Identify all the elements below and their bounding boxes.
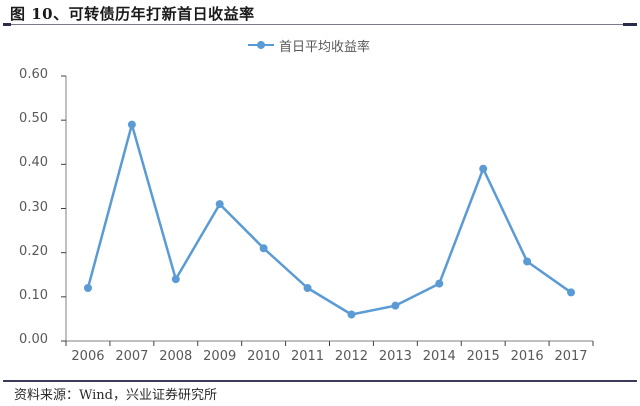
- data-point-marker: [259, 244, 268, 253]
- source-note: 资料来源：Wind，兴业证券研究所: [14, 388, 217, 403]
- x-tick-label: 2016: [510, 349, 544, 364]
- data-point-marker: [567, 288, 576, 297]
- title-divider-cap-left: [3, 23, 11, 26]
- x-tick-label: 2006: [71, 349, 105, 364]
- figure-title: 图 10、可转债历年打新首日收益率: [10, 5, 255, 23]
- data-point-marker: [303, 284, 312, 292]
- x-tick-label: 2012: [334, 349, 368, 364]
- data-point-marker: [479, 164, 488, 173]
- chart-legend: 首日平均收益率: [248, 36, 371, 55]
- data-point-marker: [215, 200, 224, 209]
- footer-divider: [3, 380, 637, 382]
- y-tick-label: 0.00: [19, 332, 48, 347]
- data-point-marker: [435, 279, 444, 288]
- y-tick-label: 0.60: [19, 67, 48, 82]
- y-tick-label: 0.30: [19, 199, 48, 215]
- data-point-marker: [127, 120, 136, 129]
- title-divider-cap-right: [623, 23, 637, 26]
- x-tick-label: 2013: [378, 349, 412, 364]
- legend-line-marker-icon: [248, 39, 274, 51]
- figure-title-bar: 图 10、可转债历年打新首日收益率: [0, 0, 640, 26]
- title-divider: [3, 24, 637, 25]
- data-point-marker: [171, 275, 180, 284]
- chart-plot-area: [61, 75, 594, 346]
- y-tick-label: 0.10: [19, 287, 48, 303]
- y-tick-label: 0.40: [19, 155, 48, 171]
- data-point-marker: [523, 257, 532, 266]
- x-tick-label: 2009: [203, 349, 237, 364]
- legend-label: 首日平均收益率: [279, 39, 371, 55]
- x-tick-label: 2007: [115, 349, 149, 364]
- x-tick-label: 2008: [159, 349, 193, 364]
- data-point-marker: [391, 301, 400, 310]
- y-tick-label: 0.20: [19, 243, 48, 259]
- data-point-marker: [83, 284, 92, 292]
- x-tick-label: 2017: [554, 349, 588, 364]
- data-point-marker: [347, 310, 356, 319]
- y-tick-label: 0.50: [19, 111, 48, 127]
- x-tick-label: 2010: [247, 349, 281, 364]
- line-chart: 首日平均收益率 0.00 0.10 0.20 0.30 0.40 0.50 0.60 200…: [0, 26, 640, 370]
- x-tick-label: 2014: [422, 349, 456, 364]
- x-tick-label: 2015: [466, 349, 500, 364]
- x-tick-label: 2011: [290, 349, 325, 364]
